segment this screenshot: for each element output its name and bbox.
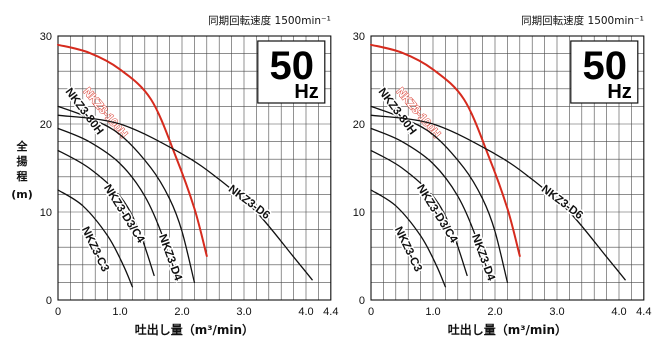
series-label: NKZ3-C3 [392, 225, 424, 274]
chart-panel: 0 1.0 2.0 3.0 4.0 4.4 0 10 20 30 吐出し量（m³/min） 同期回転速… [40, 14, 339, 337]
y-tick-label: 0 [359, 295, 365, 307]
plot-frame [370, 35, 645, 301]
speed-note: 同期回転速度 1500min⁻¹ [208, 14, 331, 27]
series-line [57, 43, 208, 257]
series-label: NKZ3-D4 [469, 233, 497, 283]
y-tick-label: 30 [40, 31, 52, 43]
series-line [370, 127, 490, 283]
series-label: NKZ3-D4 [156, 233, 184, 283]
x-tick-label: 3.0 [236, 306, 251, 318]
frequency-unit: Hz [607, 81, 631, 103]
frequency-box [570, 40, 639, 104]
y-axis-label-char: 程 [17, 169, 28, 183]
x-tick-label: 2.0 [174, 306, 189, 318]
series-line [370, 149, 468, 277]
x-tick-label: 4.0 [298, 306, 313, 318]
x-tick-label: 4.4 [636, 306, 651, 318]
frequency-value: 50 [583, 44, 628, 88]
y-axis-label-unit: (m) [11, 188, 33, 201]
y-tick-label: 10 [40, 207, 52, 219]
x-tick-label: 4.4 [323, 306, 338, 318]
x-axis-label: 吐出し量（m³/min） [448, 322, 567, 337]
series-line [57, 149, 155, 277]
y-tick-label: 10 [353, 207, 365, 219]
series-label: NKZ3-D6 [539, 183, 585, 222]
x-tick-label: 4.0 [611, 306, 626, 318]
speed-note: 同期回転速度 1500min⁻¹ [521, 14, 644, 27]
x-tick-label: 0 [55, 306, 61, 318]
chart-panel: 0 1.0 2.0 3.0 4.0 4.4 0 10 20 30 吐出し量（m³/min） 同期回転速… [353, 14, 652, 337]
x-axis-label: 吐出し量（m³/min） [135, 322, 254, 337]
series-line [57, 127, 177, 283]
series-label: NKZ3-D6 [226, 183, 272, 222]
x-tick-label: 1.0 [112, 306, 127, 318]
series-line [370, 114, 626, 281]
x-tick-label: 3.0 [549, 306, 564, 318]
y-tick-label: 20 [353, 119, 365, 131]
series-line [370, 189, 447, 288]
frequency-unit: Hz [294, 81, 318, 103]
y-axis-label-char: 揚 [17, 154, 28, 168]
y-tick-label: 0 [46, 295, 52, 307]
frequency-box [257, 40, 326, 104]
plot-frame [57, 35, 332, 301]
x-tick-label: 0 [368, 306, 374, 318]
series-line [57, 189, 134, 288]
y-tick-label: 30 [353, 31, 365, 43]
x-tick-label: 1.0 [425, 306, 440, 318]
y-tick-label: 20 [40, 119, 52, 131]
series-line [370, 43, 521, 257]
frequency-value: 50 [270, 44, 315, 88]
series-line [57, 114, 313, 281]
series-label: NKZ3-C3 [79, 225, 111, 274]
y-axis-label: 全揚程 (m) [11, 139, 33, 201]
x-tick-label: 2.0 [487, 306, 502, 318]
y-axis-label-char: 全 [16, 139, 29, 153]
